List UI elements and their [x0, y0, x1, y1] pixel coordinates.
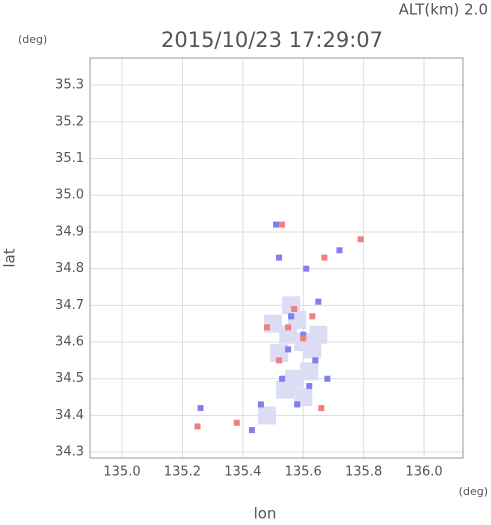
point	[318, 405, 325, 412]
point	[321, 254, 328, 261]
point	[285, 346, 292, 353]
point	[273, 221, 280, 228]
y-tick-label: 34.8	[55, 261, 84, 276]
point	[257, 401, 264, 408]
point	[233, 419, 240, 426]
point	[194, 423, 201, 430]
point	[282, 296, 301, 315]
plot-frame	[89, 57, 464, 459]
altitude-label: ALT(km) 2.0	[399, 1, 488, 19]
point	[336, 247, 343, 254]
point	[309, 325, 328, 344]
point	[288, 313, 295, 320]
point	[357, 236, 364, 243]
point	[312, 357, 319, 364]
point	[270, 344, 289, 363]
point	[263, 324, 270, 331]
y-tick-label: 35.3	[55, 78, 84, 93]
point	[294, 401, 301, 408]
x-tick-label: 135.8	[345, 465, 382, 480]
point	[276, 357, 283, 364]
point	[303, 340, 322, 359]
point	[248, 427, 255, 434]
point	[303, 265, 310, 272]
point	[306, 383, 313, 390]
point	[276, 380, 295, 399]
x-tick-label: 136.0	[405, 465, 442, 480]
y-tick-label: 34.5	[55, 371, 84, 386]
point	[300, 335, 307, 342]
y-axis-label: lat	[1, 248, 19, 267]
point	[300, 362, 319, 381]
x-unit: (deg)	[459, 485, 488, 498]
chart-title: 2015/10/23 17:29:07	[161, 28, 383, 52]
y-tick-label: 34.3	[55, 445, 84, 460]
y-tick-label: 35.1	[55, 151, 84, 166]
y-tick-label: 34.9	[55, 224, 84, 239]
y-tick-label: 35.0	[55, 188, 84, 203]
point	[279, 221, 286, 228]
x-tick-label: 135.4	[224, 465, 261, 480]
x-tick-label: 135.6	[285, 465, 322, 480]
y-tick-label: 34.7	[55, 298, 84, 313]
point	[315, 298, 322, 305]
y-unit: (deg)	[18, 33, 47, 46]
point	[197, 405, 204, 412]
point	[257, 406, 276, 425]
point	[276, 254, 283, 261]
y-tick-label: 35.2	[55, 114, 84, 129]
point	[279, 325, 298, 344]
point	[291, 306, 298, 313]
point	[279, 375, 286, 382]
x-tick-label: 135.0	[103, 465, 140, 480]
x-axis-label: lon	[254, 505, 277, 522]
x-tick-label: 135.2	[164, 465, 201, 480]
point	[300, 331, 307, 338]
point	[309, 313, 316, 320]
point	[324, 375, 331, 382]
point	[285, 324, 292, 331]
y-tick-label: 34.6	[55, 335, 84, 350]
y-tick-label: 34.4	[55, 408, 84, 423]
